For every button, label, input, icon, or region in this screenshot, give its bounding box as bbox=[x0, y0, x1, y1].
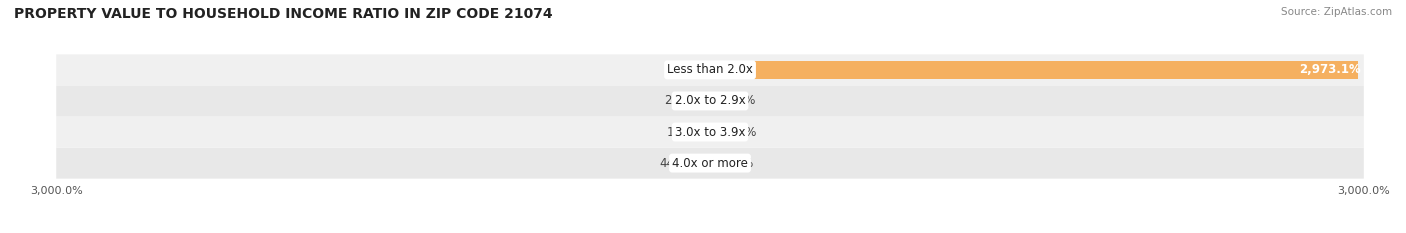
FancyBboxPatch shape bbox=[56, 54, 1364, 86]
Text: 16.0%: 16.0% bbox=[717, 157, 754, 170]
Text: 4.0x or more: 4.0x or more bbox=[672, 157, 748, 170]
Bar bbox=[704, 92, 710, 110]
Bar bbox=[710, 92, 714, 110]
Text: 2.0x to 2.9x: 2.0x to 2.9x bbox=[675, 94, 745, 107]
Text: 22.4%: 22.4% bbox=[718, 94, 755, 107]
FancyBboxPatch shape bbox=[56, 116, 1364, 147]
Text: 24.6%: 24.6% bbox=[718, 126, 756, 139]
FancyBboxPatch shape bbox=[56, 147, 1364, 179]
Text: 17.2%: 17.2% bbox=[665, 63, 703, 76]
Text: 2,973.1%: 2,973.1% bbox=[1299, 63, 1361, 76]
FancyBboxPatch shape bbox=[56, 86, 1364, 116]
Bar bbox=[710, 61, 1358, 79]
Bar bbox=[706, 61, 710, 79]
Text: 23.0%: 23.0% bbox=[665, 94, 702, 107]
Bar bbox=[707, 123, 710, 141]
Bar bbox=[700, 154, 710, 172]
Text: PROPERTY VALUE TO HOUSEHOLD INCOME RATIO IN ZIP CODE 21074: PROPERTY VALUE TO HOUSEHOLD INCOME RATIO… bbox=[14, 7, 553, 21]
Text: Source: ZipAtlas.com: Source: ZipAtlas.com bbox=[1281, 7, 1392, 17]
Text: Less than 2.0x: Less than 2.0x bbox=[666, 63, 754, 76]
Text: 15.8%: 15.8% bbox=[666, 126, 703, 139]
Text: 44.1%: 44.1% bbox=[659, 157, 697, 170]
Bar bbox=[710, 154, 713, 172]
Text: 3.0x to 3.9x: 3.0x to 3.9x bbox=[675, 126, 745, 139]
Bar bbox=[710, 123, 716, 141]
